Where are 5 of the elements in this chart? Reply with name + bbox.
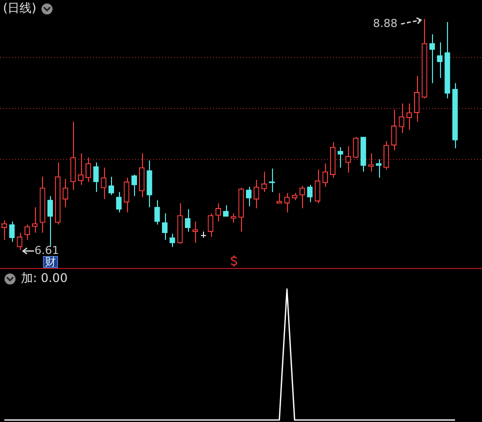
annotation: 6.61 bbox=[34, 244, 59, 257]
chart-title: 加: 0.00 bbox=[21, 271, 68, 286]
text: 财 bbox=[45, 255, 56, 268]
chart-title: (日线) bbox=[3, 1, 36, 16]
annotation: 8.88 bbox=[373, 16, 398, 30]
